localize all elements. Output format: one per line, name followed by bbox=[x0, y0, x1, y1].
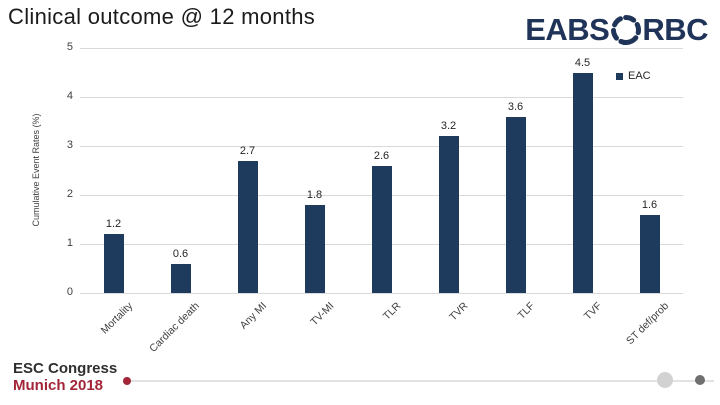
nav-dot-dark[interactable] bbox=[695, 375, 705, 385]
y-axis-title: Cumulative Event Rates (%) bbox=[31, 113, 41, 227]
logo-text-left: EABS bbox=[525, 12, 610, 47]
x-category-label: TV-MI bbox=[307, 300, 336, 329]
slide-title: Clinical outcome @ 12 months bbox=[8, 4, 316, 29]
bar bbox=[170, 263, 191, 293]
legend-swatch-icon bbox=[616, 72, 623, 80]
bar bbox=[639, 214, 660, 293]
bar-value-label: 3.6 bbox=[507, 100, 524, 113]
legend-label: EAC bbox=[628, 70, 651, 82]
bar bbox=[572, 72, 593, 293]
bar-value-label: 0.6 bbox=[172, 247, 189, 260]
bar bbox=[304, 204, 325, 293]
y-tick-label: 3 bbox=[66, 139, 73, 151]
progress-marker-dot bbox=[123, 377, 131, 385]
nav-dot-light[interactable] bbox=[657, 372, 673, 388]
x-category-label: Any MI bbox=[237, 300, 269, 332]
gridline bbox=[80, 146, 683, 147]
bar bbox=[505, 116, 526, 293]
x-category-label: ST def/prob bbox=[623, 300, 671, 348]
bar bbox=[371, 165, 392, 293]
x-category-label: Cardiac death bbox=[147, 300, 202, 355]
chart-legend: EAC bbox=[616, 70, 651, 82]
y-tick-label: 2 bbox=[66, 188, 73, 200]
y-tick-label: 4 bbox=[66, 90, 73, 102]
bar-value-label: 1.2 bbox=[105, 218, 122, 231]
y-tick-label: 5 bbox=[66, 41, 73, 53]
bar-value-label: 2.6 bbox=[373, 149, 390, 162]
x-category-label: TVR bbox=[446, 300, 470, 324]
bar-value-label: 1.8 bbox=[306, 188, 323, 201]
bar-value-label: 4.5 bbox=[574, 56, 591, 69]
esc-congress-logo: ESC Congress Munich 2018 bbox=[13, 360, 117, 394]
bar-value-label: 3.2 bbox=[440, 120, 457, 133]
x-category-label: Mortality bbox=[98, 300, 135, 337]
y-tick-label: 0 bbox=[66, 286, 73, 298]
bar-value-label: 1.6 bbox=[641, 198, 658, 211]
eabsorb-logo: EABS RBC bbox=[525, 12, 708, 48]
x-category-label: TVF bbox=[581, 300, 604, 323]
bar bbox=[103, 234, 124, 293]
y-tick-label: 1 bbox=[66, 237, 73, 249]
gridline bbox=[80, 293, 683, 294]
x-category-label: TLR bbox=[380, 300, 403, 323]
bar-value-label: 2.7 bbox=[239, 144, 256, 157]
congress-name: ESC Congress bbox=[13, 360, 118, 377]
congress-location: Munich 2018 bbox=[13, 377, 104, 394]
gridline bbox=[80, 48, 683, 49]
x-category-label: TLF bbox=[515, 300, 537, 322]
slide-progress-line bbox=[130, 380, 714, 382]
logo-text-right: RBC bbox=[642, 12, 708, 47]
bar bbox=[237, 160, 258, 293]
logo-dashed-circle-icon bbox=[611, 15, 642, 45]
bar bbox=[438, 136, 459, 293]
gridline bbox=[80, 97, 683, 98]
